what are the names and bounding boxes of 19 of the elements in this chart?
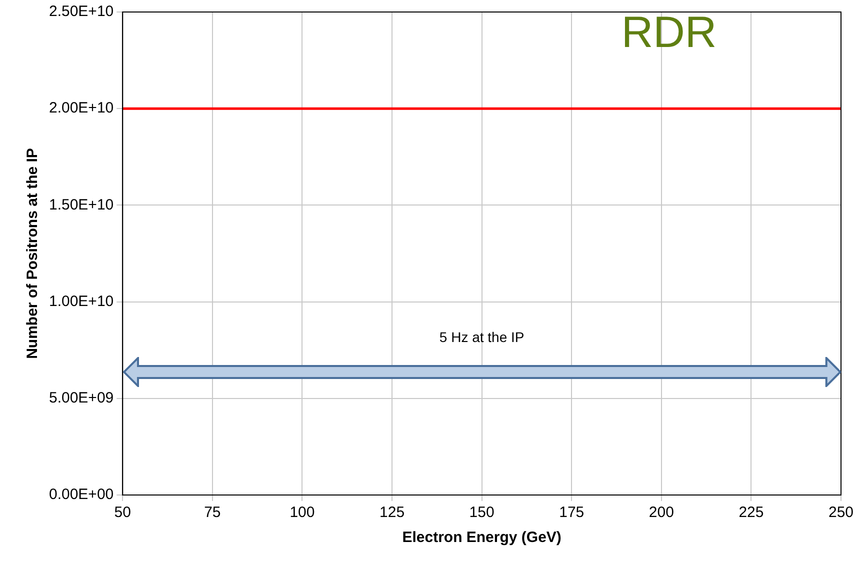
x-tick-label: 75 (204, 504, 221, 522)
y-tick-label: 1.00E+10 (48, 292, 114, 310)
y-tick-label: 2.00E+10 (48, 100, 114, 117)
x-tick-label: 200 (648, 504, 674, 522)
x-tick-label: 150 (469, 504, 494, 522)
x-tick-label: 50 (114, 504, 131, 522)
x-tick-label: 250 (828, 504, 854, 522)
y-tick-label: 5.00E+09 (48, 390, 114, 407)
x-tick-label: 125 (380, 504, 405, 522)
x-axis-title: Electron Energy (GeV) (402, 529, 562, 546)
annotation: 5 Hz at the IP (439, 328, 524, 345)
x-tick-label: 175 (559, 504, 584, 522)
y-tick-label: 2.50E+10 (48, 3, 114, 20)
y-tick-label: 1.50E+10 (48, 196, 114, 214)
x-tick-label: 100 (290, 504, 315, 522)
y-axis-title: Number of Positrons at the IP (24, 148, 42, 359)
annotation: RDR (621, 8, 717, 58)
y-tick-label: 0.00E+00 (48, 486, 114, 504)
x-tick-label: 225 (738, 504, 764, 522)
